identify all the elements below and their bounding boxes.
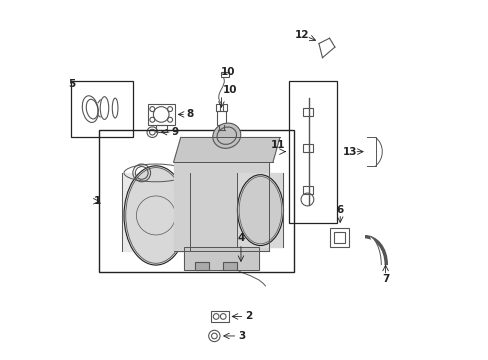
Text: 1: 1 [94,196,101,206]
Ellipse shape [237,175,283,246]
Polygon shape [184,247,258,270]
Bar [302,144,312,152]
Text: 10: 10 [221,67,235,77]
Bar [147,104,174,125]
Ellipse shape [212,123,240,148]
Text: 11: 11 [270,140,285,149]
Text: 13: 13 [342,147,357,157]
Text: 12: 12 [294,30,308,40]
Bar [156,125,166,132]
Text: 4: 4 [237,234,244,243]
Polygon shape [173,162,269,251]
Bar [195,261,209,270]
Bar [222,104,226,111]
Ellipse shape [124,166,187,265]
Text: 2: 2 [244,311,252,321]
Text: 8: 8 [185,109,193,120]
Bar [210,311,228,322]
Text: 5: 5 [68,79,75,89]
Bar [333,232,345,243]
Text: 6: 6 [336,205,343,215]
Bar [302,108,312,116]
Text: 9: 9 [171,127,179,137]
Polygon shape [173,138,279,162]
Bar [217,111,225,125]
Bar [216,104,220,111]
Bar [329,228,348,247]
Bar [221,72,228,77]
Bar [288,81,336,222]
Bar [223,261,237,270]
Text: 10: 10 [223,85,237,95]
Bar [71,81,133,138]
Bar [302,186,312,194]
PathPatch shape [369,237,381,265]
Bar [99,130,293,272]
Text: 3: 3 [238,331,245,341]
Text: 7: 7 [381,274,388,284]
Bar [184,247,258,270]
